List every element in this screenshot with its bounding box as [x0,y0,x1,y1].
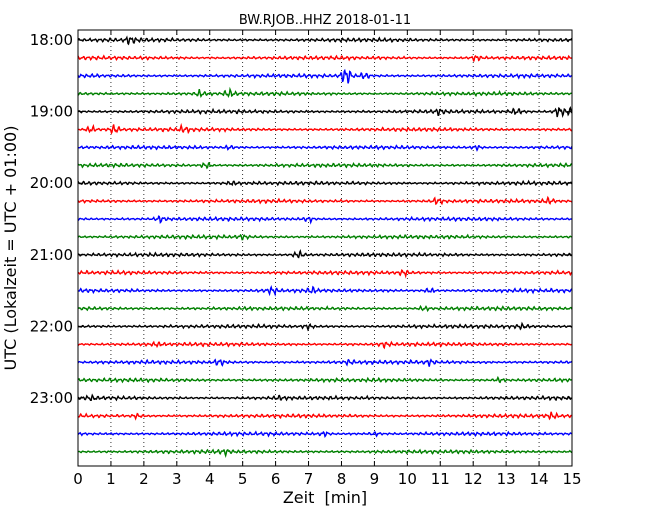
trace-group [77,35,573,458]
x-tick-label: 3 [172,470,182,488]
trace-line [77,144,573,152]
x-tick-label: 15 [562,470,581,488]
trace-line [77,105,573,118]
trace-line [77,393,573,402]
y-tick-label: 21:00 [30,246,73,264]
trace-line [77,35,573,46]
x-tick-label: 6 [271,470,281,488]
y-tick-label: 23:00 [30,389,73,407]
x-tick-label: 2 [139,470,149,488]
trace-line [77,122,573,135]
trace-line [77,304,573,313]
trace-line [77,68,573,84]
trace-line [77,215,573,225]
trace-line [77,269,573,279]
grid-lines [110,30,540,466]
plot-border [77,29,573,467]
trace-line [77,375,573,384]
trace-line [77,430,573,438]
trace-line [77,161,573,170]
x-tick-label: 14 [530,470,549,488]
x-tick-label: 5 [238,470,248,488]
x-tick-label: 12 [464,470,483,488]
x-tick-label: 10 [398,470,417,488]
trace-line [77,340,573,350]
trace-line [77,358,573,367]
y-tick-label: 18:00 [30,31,73,49]
trace-line [77,54,573,62]
trace-line [77,233,573,241]
x-tick-label: 11 [431,470,450,488]
x-tick-label: 7 [304,470,314,488]
trace-line [78,448,573,458]
y-tick-label: 22:00 [30,317,73,335]
trace-line [77,411,573,421]
x-tick-label: 1 [106,470,116,488]
plot-area [78,30,572,466]
x-axis-label: Zeit [min] [283,488,367,507]
y-axis-label: UTC (Lokalzeit = UTC + 01:00) [1,126,20,371]
x-tick-label: 8 [337,470,347,488]
trace-line [77,86,573,99]
trace-line [77,248,573,259]
x-tick-label: 4 [205,470,215,488]
x-tick-label: 0 [73,470,83,488]
x-tick-label: 13 [497,470,516,488]
trace-line [77,179,573,187]
axis-ticks: 0 1 2 3 4 5 6 7 8 9 10 11 12 13 14 1518:0019:0020:0021:… [30,30,582,488]
x-tick-label: 9 [370,470,380,488]
trace-line [77,195,573,206]
trace-line [77,284,573,297]
trace-line [77,321,573,332]
chart-title: BW.RJOB..HHZ 2018-01-11 [239,13,411,28]
y-tick-label: 20:00 [30,174,73,192]
y-tick-label: 19:00 [30,103,73,121]
